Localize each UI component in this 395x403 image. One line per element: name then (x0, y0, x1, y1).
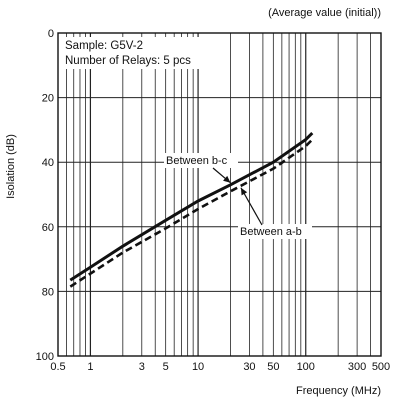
series-label-background-b-c (164, 153, 238, 168)
series-line-between-b-c (69, 132, 314, 282)
y-tick-labels: 0 20 40 60 80 100 (36, 28, 54, 363)
plot-frame (57, 32, 382, 357)
series-label-between-b-c: Between b-c (166, 155, 228, 167)
x-tick-label: 5 (163, 361, 169, 373)
x-tick-label: 30 (243, 361, 255, 373)
arrowhead-b-c (223, 175, 231, 183)
series-label-background-a-b (238, 224, 312, 239)
y-tick-label: 80 (42, 286, 54, 298)
y-tick-label: 20 (42, 93, 54, 105)
x-tick-label: 500 (372, 361, 390, 373)
annotation-background (62, 37, 220, 69)
y-tick-label: 40 (42, 157, 54, 169)
arrowhead-a-b (240, 187, 248, 196)
y-tick-label: 100 (36, 351, 54, 363)
x-tick-label: 0.5 (50, 361, 65, 373)
x-tick-label: 50 (267, 361, 279, 373)
x-gridlines (66, 33, 371, 356)
y-axis-label: Isolation (dB) (5, 134, 17, 199)
sample-annotation: Sample: G5V-2 (65, 40, 143, 52)
series-line-between-a-b (69, 138, 314, 288)
x-tick-label: 100 (297, 361, 315, 373)
header-note: (Average value (initial)) (268, 7, 381, 19)
x-tick-labels: 0.5 1 3 5 10 30 50 100 300 500 (50, 361, 390, 373)
leader-line-a-b (240, 187, 263, 226)
x-tick-label: 1 (87, 361, 93, 373)
series-label-between-a-b: Between a-b (240, 226, 302, 238)
x-tick-label: 10 (192, 361, 204, 373)
x-axis-label: Frequency (MHz) (296, 385, 381, 397)
relays-annotation: Number of Relays: 5 pcs (65, 55, 191, 67)
y-tick-label: 60 (42, 222, 54, 234)
x-tick-label: 3 (139, 361, 145, 373)
y-gridlines (58, 97, 381, 292)
y-tick-label: 0 (48, 28, 54, 40)
x-tick-label: 300 (348, 361, 366, 373)
